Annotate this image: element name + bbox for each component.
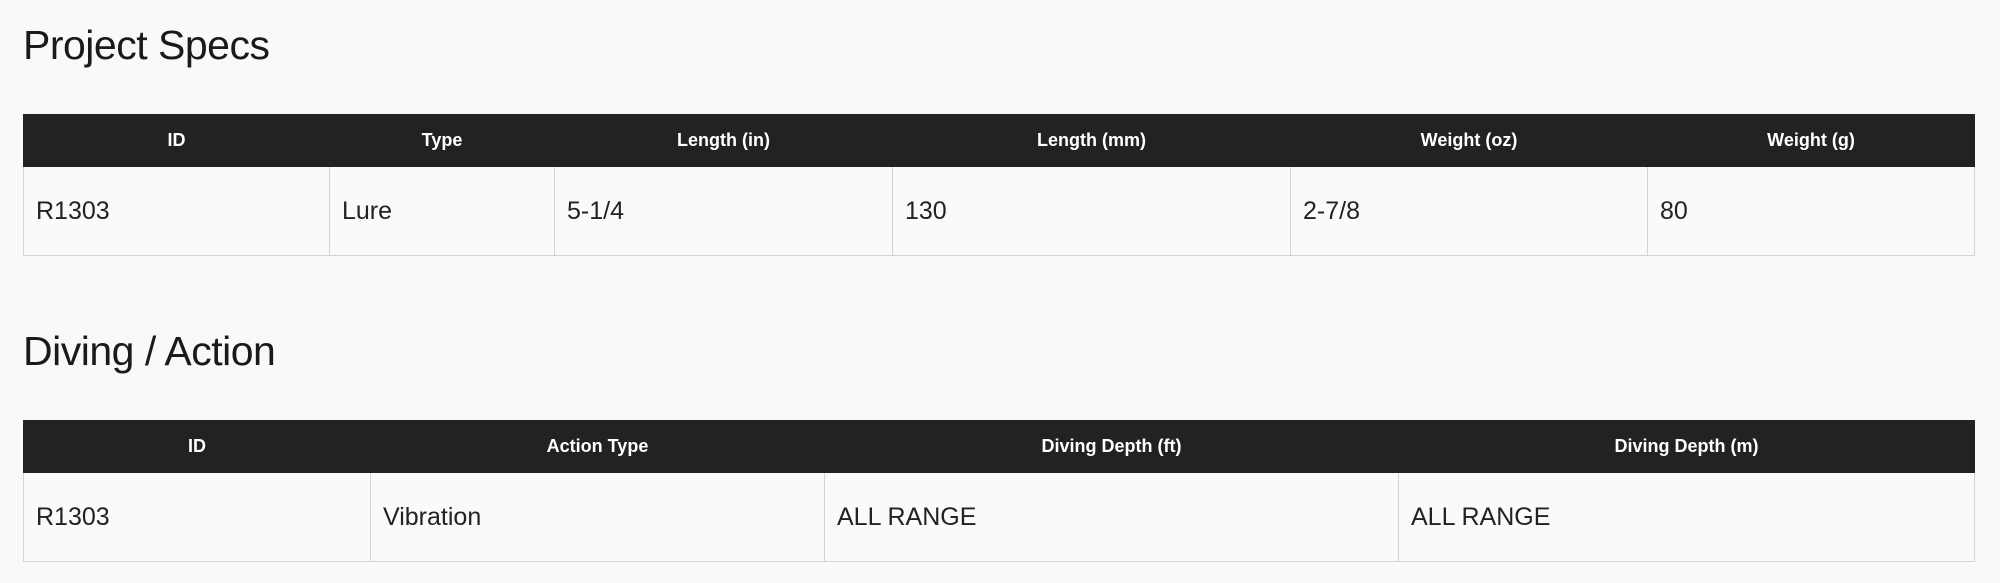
table-row: R1303 Vibration ALL RANGE ALL RANGE <box>23 472 1975 562</box>
cell-id: R1303 <box>23 166 330 256</box>
table-row: R1303 Lure 5-1/4 130 2-7/8 80 <box>23 166 1975 256</box>
column-header-action-type: Action Type <box>370 420 825 473</box>
column-header-type: Type <box>329 114 555 167</box>
column-header-weight-oz: Weight (oz) <box>1290 114 1648 167</box>
column-header-length-in: Length (in) <box>554 114 893 167</box>
column-header-diving-depth-m: Diving Depth (m) <box>1398 420 1975 473</box>
column-header-length-mm: Length (mm) <box>892 114 1291 167</box>
cell-diving-depth-m: ALL RANGE <box>1398 472 1975 562</box>
cell-length-in: 5-1/4 <box>554 166 893 256</box>
cell-weight-g: 80 <box>1647 166 1975 256</box>
column-header-id: ID <box>23 114 330 167</box>
project-specs-table: ID Type Length (in) Length (mm) Weight (… <box>23 114 1975 256</box>
cell-type: Lure <box>329 166 555 256</box>
column-header-id: ID <box>23 420 371 473</box>
table-header-row: ID Action Type Diving Depth (ft) Diving … <box>23 420 1975 473</box>
cell-id: R1303 <box>23 472 371 562</box>
section-title-diving-action: Diving / Action <box>23 328 276 374</box>
column-header-diving-depth-ft: Diving Depth (ft) <box>824 420 1399 473</box>
cell-length-mm: 130 <box>892 166 1291 256</box>
diving-action-table: ID Action Type Diving Depth (ft) Diving … <box>23 420 1975 562</box>
cell-diving-depth-ft: ALL RANGE <box>824 472 1399 562</box>
section-title-project-specs: Project Specs <box>23 22 270 68</box>
table-header-row: ID Type Length (in) Length (mm) Weight (… <box>23 114 1975 167</box>
cell-action-type: Vibration <box>370 472 825 562</box>
cell-weight-oz: 2-7/8 <box>1290 166 1648 256</box>
column-header-weight-g: Weight (g) <box>1647 114 1975 167</box>
